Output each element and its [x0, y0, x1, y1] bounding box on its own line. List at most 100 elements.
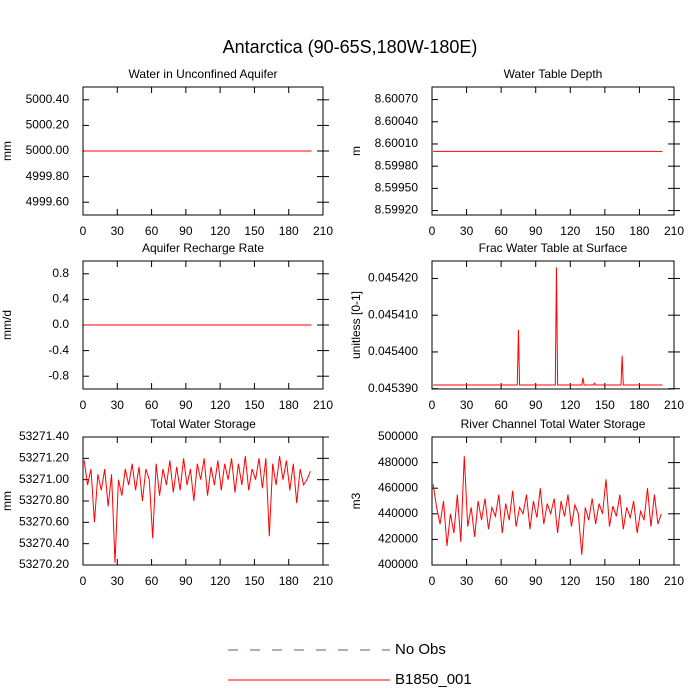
y-axis-label: mm [0, 491, 14, 511]
plot-frame [431, 436, 675, 566]
panel: Total Water Storage mm 53270.20 53270.40 532… [0, 417, 333, 588]
x-tick-label: 30 [460, 398, 474, 412]
x-tick-label: 30 [111, 398, 125, 412]
y-tick-label: -0.8 [48, 368, 69, 382]
y-tick-label: 440000 [378, 506, 418, 520]
x-tick-label: 90 [179, 398, 193, 412]
x-tick-label: 180 [279, 398, 299, 412]
x-tick-label: 120 [560, 398, 580, 412]
y-axis-label: mm/d [0, 310, 14, 340]
y-tick-label: 53271.00 [19, 472, 69, 486]
plot-frame [82, 260, 324, 390]
x-tick-label: 210 [664, 224, 684, 238]
x-tick-label: 60 [145, 398, 159, 412]
x-tick-label: 90 [529, 224, 543, 238]
y-tick-label: 0.0 [52, 317, 69, 331]
y-tick-label: 53270.40 [19, 536, 69, 550]
y-axis-label: m3 [349, 492, 363, 509]
data-line [432, 456, 662, 555]
x-tick-label: 150 [595, 224, 615, 238]
panel-title: River Channel Total Water Storage [461, 417, 646, 431]
y-axis-label: mm [0, 141, 14, 161]
panel-title: Water Table Depth [504, 67, 603, 81]
panel: Frac Water Table at Surface unitless [0-1… [349, 241, 684, 412]
y-tick-label: 5000.20 [26, 118, 70, 132]
y-tick-label: 400000 [378, 557, 418, 571]
y-tick-label: 420000 [378, 532, 418, 546]
x-tick-label: 180 [279, 574, 299, 588]
x-tick-label: 0 [80, 574, 87, 588]
legend-label: B1850_001 [395, 671, 472, 688]
x-tick-label: 180 [629, 224, 649, 238]
x-tick-label: 30 [111, 224, 125, 238]
y-tick-label: 8.59920 [375, 203, 419, 217]
x-tick-label: 0 [80, 398, 87, 412]
x-tick-label: 180 [629, 574, 649, 588]
x-tick-label: 180 [279, 224, 299, 238]
x-tick-label: 0 [80, 224, 87, 238]
x-tick-label: 120 [210, 224, 230, 238]
x-tick-label: 150 [244, 574, 264, 588]
x-tick-label: 0 [429, 224, 436, 238]
x-tick-label: 180 [629, 398, 649, 412]
x-tick-label: 210 [664, 574, 684, 588]
x-tick-label: 30 [460, 224, 474, 238]
y-tick-label: 8.60010 [375, 136, 419, 150]
panel: Water Table Depth m 8.59920 8.59950 8.59980 8… [349, 67, 684, 238]
data-line [83, 456, 311, 563]
plot-frame [431, 86, 675, 216]
y-tick-label: 0.045400 [368, 344, 418, 358]
y-tick-label: 53270.20 [19, 557, 69, 571]
x-tick-label: 60 [145, 574, 159, 588]
legend-label: No Obs [395, 641, 446, 658]
y-tick-label: 5000.00 [26, 143, 70, 157]
x-tick-label: 210 [313, 224, 333, 238]
y-tick-label: 0.045420 [368, 271, 418, 285]
panel-title: Water in Unconfined Aquifer [129, 67, 278, 81]
y-tick-label: 0.045390 [368, 381, 418, 395]
x-tick-label: 210 [313, 574, 333, 588]
x-tick-label: 210 [664, 398, 684, 412]
x-tick-label: 0 [429, 398, 436, 412]
panel: Water in Unconfined Aquifer mm 4999.60 4999… [0, 67, 333, 238]
y-tick-label: 4999.80 [26, 169, 70, 183]
y-tick-label: 0.4 [52, 292, 69, 306]
y-tick-label: 8.60040 [375, 114, 419, 128]
x-tick-label: 60 [494, 224, 508, 238]
y-tick-label: 5000.40 [26, 92, 70, 106]
x-tick-label: 120 [560, 574, 580, 588]
x-tick-label: 150 [595, 574, 615, 588]
y-tick-label: 480000 [378, 455, 418, 469]
panel: River Channel Total Water Storage m3 40000… [349, 417, 684, 588]
y-tick-label: 8.60070 [375, 92, 419, 106]
y-tick-label: 8.59950 [375, 181, 419, 195]
plot-frame [82, 86, 324, 216]
x-tick-label: 0 [429, 574, 436, 588]
x-tick-label: 90 [179, 574, 193, 588]
panel-title: Aquifer Recharge Rate [142, 241, 264, 255]
x-tick-label: 120 [210, 398, 230, 412]
panel-title: Total Water Storage [150, 417, 256, 431]
data-line [433, 267, 663, 386]
x-tick-label: 30 [111, 574, 125, 588]
y-tick-label: 0.045410 [368, 307, 418, 321]
y-tick-label: 53270.80 [19, 493, 69, 507]
y-tick-label: 0.8 [52, 266, 69, 280]
x-tick-label: 150 [244, 398, 264, 412]
x-tick-label: 150 [595, 398, 615, 412]
y-tick-label: 460000 [378, 480, 418, 494]
y-tick-label: 4999.60 [26, 194, 70, 208]
plot-frame [431, 260, 675, 390]
x-tick-label: 90 [529, 574, 543, 588]
y-tick-label: 53270.60 [19, 515, 69, 529]
x-tick-label: 120 [560, 224, 580, 238]
y-tick-label: 8.59980 [375, 158, 419, 172]
x-tick-label: 60 [494, 574, 508, 588]
y-tick-label: 500000 [378, 429, 418, 443]
plot-frame [82, 436, 324, 566]
y-tick-label: 53271.20 [19, 451, 69, 465]
panel: Aquifer Recharge Rate mm/d -0.8 -0.4 0.0 0.4 0… [0, 241, 333, 412]
x-tick-label: 60 [494, 398, 508, 412]
